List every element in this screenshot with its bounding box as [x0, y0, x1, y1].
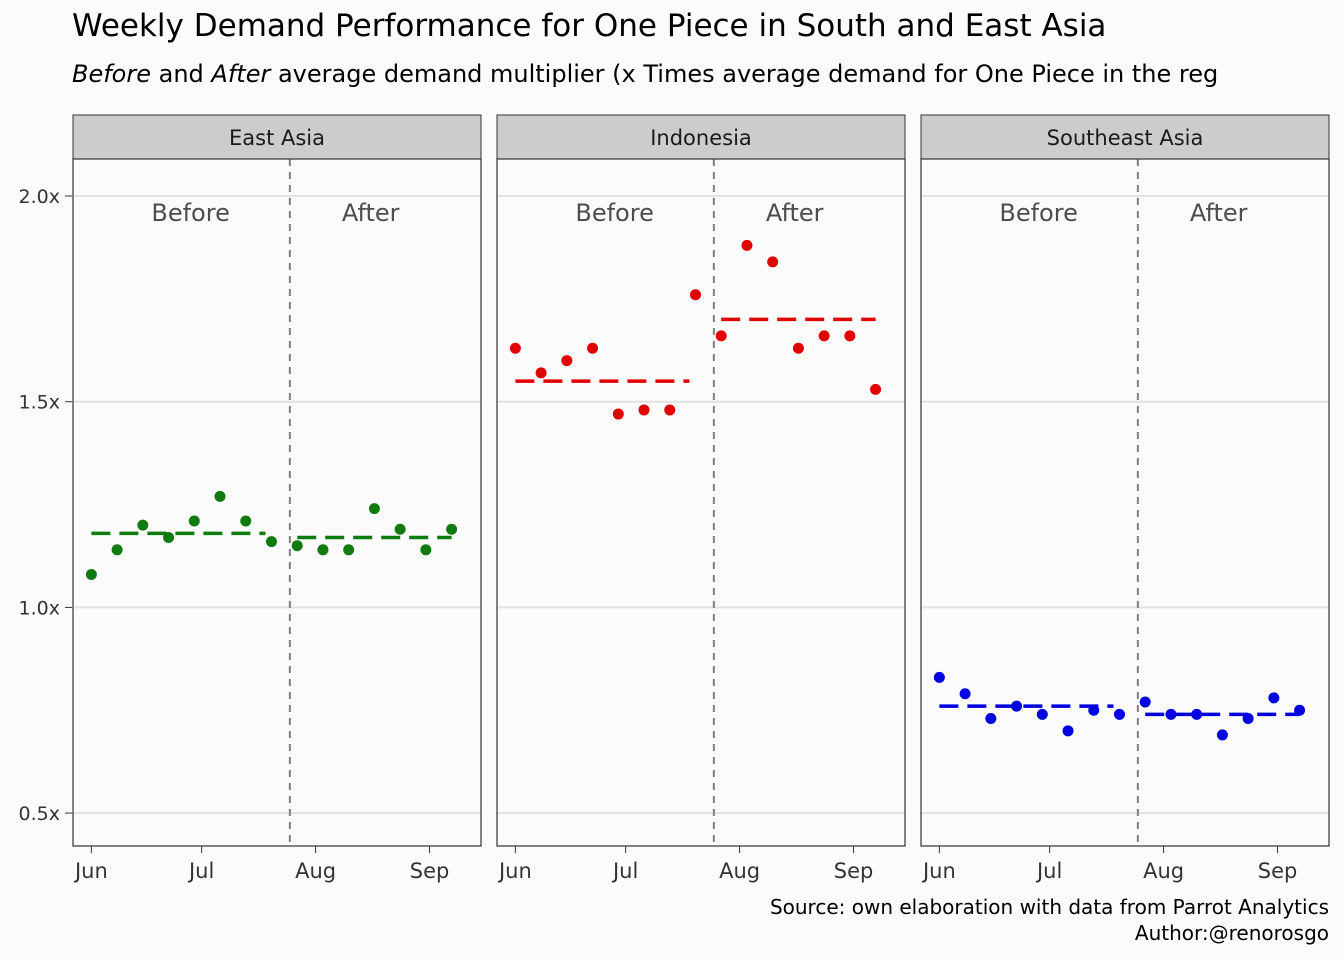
data-point-east-asia [214, 490, 226, 502]
data-point-southeast-asia [985, 712, 997, 724]
data-point-southeast-asia [1113, 708, 1125, 720]
facet-strip-label: East Asia [229, 126, 325, 150]
data-point-indonesia [587, 342, 599, 354]
caption-author: Author:@renorosgo [1134, 921, 1329, 945]
x-tick-label: Jul [187, 859, 214, 883]
data-point-indonesia [844, 330, 856, 342]
data-point-indonesia [870, 383, 882, 395]
data-point-east-asia [394, 523, 406, 535]
data-point-southeast-asia [1216, 729, 1228, 741]
data-point-east-asia [420, 544, 432, 556]
panel-border-east-asia [72, 158, 482, 847]
data-point-southeast-asia [1036, 708, 1048, 720]
data-point-east-asia [240, 515, 252, 527]
data-point-southeast-asia [1165, 708, 1177, 720]
subtitle-and-word: and [151, 60, 212, 88]
data-point-indonesia [509, 342, 521, 354]
period-label-before: Before [151, 199, 229, 227]
data-point-east-asia [265, 536, 277, 548]
data-point-east-asia [446, 523, 458, 535]
facet-strip-label: Indonesia [650, 126, 752, 150]
data-point-indonesia [638, 404, 650, 416]
data-point-indonesia [792, 342, 804, 354]
data-point-indonesia [612, 408, 624, 420]
x-tick-label: Sep [1258, 859, 1298, 883]
x-tick-label: Jun [921, 859, 956, 883]
panel-background-east-asia [73, 159, 481, 846]
data-point-indonesia [741, 239, 753, 251]
data-point-southeast-asia [1268, 692, 1280, 704]
x-tick-label: Jul [1035, 859, 1062, 883]
data-point-indonesia [561, 355, 573, 367]
data-point-east-asia [317, 544, 329, 556]
data-point-southeast-asia [1139, 696, 1151, 708]
subtitle-rest: average demand multiplier (x Times avera… [270, 60, 1219, 88]
data-point-southeast-asia [1294, 704, 1306, 716]
data-point-east-asia [368, 503, 380, 515]
period-label-before: Before [999, 199, 1077, 227]
period-label-after: After [766, 199, 824, 227]
x-tick-label: Jun [497, 859, 532, 883]
data-point-southeast-asia [1242, 712, 1254, 724]
facet-strip-east-asia [72, 114, 482, 160]
data-point-indonesia [818, 330, 830, 342]
data-point-southeast-asia [959, 688, 971, 700]
y-tick-label: 2.0x [19, 186, 60, 208]
data-point-indonesia [767, 256, 779, 268]
data-point-east-asia [291, 540, 303, 552]
y-tick-label: 0.5x [19, 803, 60, 825]
x-tick-label: Jul [611, 859, 638, 883]
data-point-east-asia [343, 544, 355, 556]
data-point-indonesia [715, 330, 727, 342]
data-point-indonesia [689, 289, 701, 301]
x-tick-label: Aug [719, 859, 760, 883]
x-tick-label: Sep [834, 859, 874, 883]
data-point-southeast-asia [1011, 700, 1023, 712]
chart-subtitle: Before and After average demand multipli… [72, 60, 1344, 88]
panel-border-southeast-asia [920, 158, 1330, 847]
panel-background-southeast-asia [921, 159, 1329, 846]
data-point-east-asia [137, 519, 149, 531]
data-point-southeast-asia [933, 671, 945, 683]
data-point-east-asia [85, 568, 97, 580]
subtitle-after-word: After [211, 60, 271, 88]
period-label-after: After [342, 199, 400, 227]
y-tick-label: 1.0x [19, 597, 60, 619]
data-point-east-asia [163, 531, 175, 543]
facet-strip-indonesia [496, 114, 906, 160]
data-point-east-asia [188, 515, 200, 527]
chart-title: Weekly Demand Performance for One Piece … [72, 8, 1107, 44]
subtitle-before-word: Before [72, 60, 151, 88]
data-point-indonesia [664, 404, 676, 416]
chart-caption: Source: own elaboration with data from P… [770, 894, 1329, 946]
x-tick-label: Sep [410, 859, 450, 883]
caption-source: Source: own elaboration with data from P… [769, 895, 1329, 919]
data-point-indonesia [535, 367, 547, 379]
x-tick-label: Aug [1143, 859, 1184, 883]
y-tick-label: 1.5x [19, 392, 60, 414]
panel-background-indonesia [497, 159, 905, 846]
data-point-southeast-asia [1062, 725, 1074, 737]
data-point-southeast-asia [1191, 708, 1203, 720]
period-label-after: After [1190, 199, 1248, 227]
x-tick-label: Jun [73, 859, 108, 883]
data-point-southeast-asia [1088, 704, 1100, 716]
data-point-east-asia [111, 544, 123, 556]
period-label-before: Before [575, 199, 653, 227]
facet-strip-label: Southeast Asia [1047, 126, 1204, 150]
x-tick-label: Aug [295, 859, 336, 883]
panel-border-indonesia [496, 158, 906, 847]
